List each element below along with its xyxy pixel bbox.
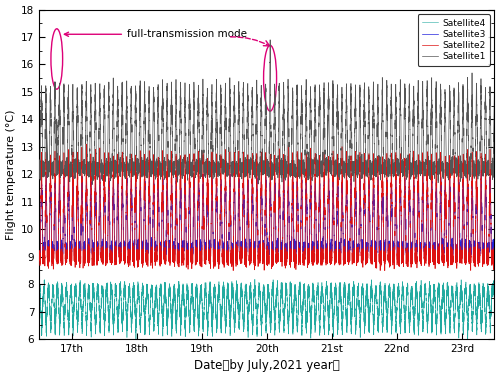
Satellite3 xyxy=(36,247,42,251)
Satellite1 xyxy=(208,159,214,163)
Satellite4 xyxy=(448,319,454,323)
Satellite4 xyxy=(464,337,470,341)
Satellite3 xyxy=(309,258,315,263)
Line: Satellite1: Satellite1 xyxy=(39,40,494,184)
Satellite3 xyxy=(139,247,145,252)
Satellite4 xyxy=(492,290,498,294)
Satellite3 xyxy=(448,200,454,205)
Legend: Satellite4, Satellite3, Satellite2, Satellite1: Satellite4, Satellite3, Satellite2, Sate… xyxy=(418,14,490,66)
X-axis label: Date（by July,2021 year）: Date（by July,2021 year） xyxy=(194,359,340,372)
Satellite1 xyxy=(139,166,145,171)
Text: full-transmission mode: full-transmission mode xyxy=(64,29,247,39)
Y-axis label: Flight temperature (°C): Flight temperature (°C) xyxy=(6,109,16,240)
Line: Satellite4: Satellite4 xyxy=(39,279,494,339)
Satellite3 xyxy=(142,201,148,206)
Satellite2 xyxy=(448,194,454,198)
Satellite2 xyxy=(108,257,114,261)
Satellite1 xyxy=(492,84,498,89)
Satellite2 xyxy=(208,249,214,254)
Satellite4 xyxy=(208,291,214,295)
Satellite2 xyxy=(382,268,388,273)
Satellite3 xyxy=(108,243,114,248)
Satellite1 xyxy=(140,167,146,172)
Satellite2 xyxy=(142,198,148,203)
Line: Satellite2: Satellite2 xyxy=(39,144,494,271)
Satellite4 xyxy=(139,294,145,298)
Satellite1 xyxy=(448,125,454,130)
Satellite4 xyxy=(142,314,148,319)
Satellite2 xyxy=(492,251,498,256)
Satellite4 xyxy=(108,285,114,289)
Satellite2 xyxy=(36,254,42,259)
Satellite3 xyxy=(492,246,498,250)
Satellite1 xyxy=(90,182,96,187)
Satellite1 xyxy=(36,171,42,175)
Satellite1 xyxy=(108,169,114,174)
Satellite3 xyxy=(478,168,484,172)
Satellite2 xyxy=(140,247,146,251)
Satellite1 xyxy=(142,132,148,136)
Satellite3 xyxy=(208,242,214,246)
Satellite2 xyxy=(139,257,145,261)
Satellite2 xyxy=(84,142,89,146)
Satellite1 xyxy=(267,37,273,42)
Satellite4 xyxy=(36,285,42,289)
Satellite3 xyxy=(140,247,146,252)
Satellite4 xyxy=(140,290,146,294)
Line: Satellite3: Satellite3 xyxy=(39,170,494,260)
Satellite4 xyxy=(252,277,258,282)
